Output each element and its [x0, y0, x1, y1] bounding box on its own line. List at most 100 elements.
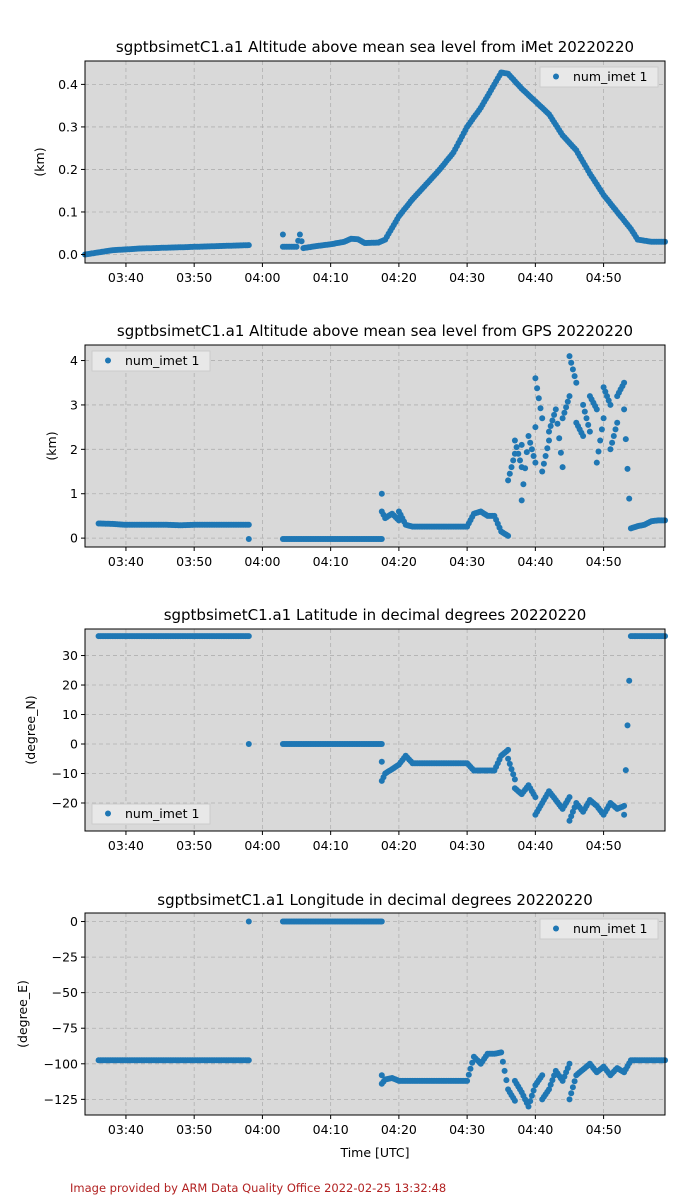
x-tick-label: 03:40: [108, 270, 144, 285]
panel-3-legend-label: num_imet 1: [125, 806, 199, 821]
data-point: [279, 231, 286, 238]
data-point: [583, 415, 590, 422]
data-point: [293, 243, 300, 250]
data-point: [622, 767, 629, 774]
data-point: [621, 811, 628, 818]
panel-1-plot-area: [84, 60, 666, 264]
data-point: [508, 766, 515, 773]
data-point: [544, 445, 551, 452]
data-point: [511, 1097, 518, 1104]
data-point: [522, 465, 529, 472]
data-point: [621, 406, 628, 413]
data-point: [464, 1077, 471, 1084]
y-tick-label: 0: [70, 914, 78, 929]
panel-2-x-ticks: 03:40 03:50 04:00 04:10 04:20 04:30 04:40 04:50: [108, 547, 622, 569]
panel-4-legend: num_imet 1: [539, 918, 659, 940]
x-tick-label: 04:10: [313, 270, 349, 285]
data-point: [566, 353, 573, 360]
x-tick-label: 04:20: [381, 838, 417, 853]
data-point: [378, 741, 385, 747]
x-tick-label: 04:20: [381, 1122, 417, 1137]
panel-1: sgptbsimetC1.a1 Altitude above mean sea …: [32, 38, 668, 285]
panel-4-ylabel: (degree_E): [15, 980, 30, 1048]
data-point: [551, 411, 558, 418]
data-point: [296, 231, 303, 238]
data-point: [505, 477, 512, 484]
panel-1-title: sgptbsimetC1.a1 Altitude above mean sea …: [116, 38, 634, 56]
data-point: [622, 436, 629, 443]
y-tick-label: −20: [52, 795, 78, 810]
data-point: [549, 1077, 556, 1084]
x-tick-label: 03:50: [176, 554, 212, 569]
panel-3-title: sgptbsimetC1.a1 Latitude in decimal degr…: [164, 606, 587, 624]
data-point: [539, 468, 546, 475]
x-tick-label: 04:00: [244, 1122, 280, 1137]
data-point: [542, 453, 549, 459]
data-point: [546, 1086, 552, 1093]
panel-3-ylabel: (degree_N): [23, 695, 38, 764]
panel-3: sgptbsimetC1.a1 Latitude in decimal degr…: [23, 606, 668, 853]
y-tick-label: 0.3: [58, 119, 78, 134]
data-point: [624, 722, 631, 729]
data-point: [378, 758, 385, 765]
data-point: [557, 449, 564, 456]
panel-4-legend-marker: [553, 925, 559, 932]
plot-border: [84, 912, 666, 1116]
data-point: [505, 755, 512, 762]
data-point: [626, 677, 633, 684]
panel-1-legend-marker: [553, 73, 559, 80]
data-point: [593, 459, 600, 466]
data-point: [525, 1103, 532, 1110]
x-tick-label: 03:50: [176, 270, 212, 285]
panel-4-title: sgptbsimetC1.a1 Longitude in decimal deg…: [157, 891, 592, 909]
panel-1-legend-label: num_imet 1: [573, 69, 647, 84]
y-tick-label: 4: [70, 353, 78, 368]
data-point: [518, 497, 525, 504]
data-point: [537, 405, 544, 412]
data-point: [528, 1092, 535, 1099]
data-point: [528, 446, 535, 453]
data-point: [566, 1060, 573, 1067]
panel-2-legend-marker: [105, 357, 111, 364]
data-point: [566, 393, 573, 400]
y-tick-label: 30: [62, 648, 78, 663]
x-tick-label: 04:50: [586, 1122, 622, 1137]
panel-3-points: [84, 628, 668, 832]
data-point: [532, 375, 539, 382]
y-tick-label: 0.1: [58, 204, 78, 219]
data-point: [245, 918, 252, 925]
data-point: [525, 433, 532, 439]
data-point: [506, 760, 513, 767]
panel-2-legend: num_imet 1: [91, 350, 211, 372]
data-point: [554, 420, 561, 427]
data-point: [564, 398, 571, 405]
x-tick-label: 04:50: [586, 270, 622, 285]
data-point: [510, 771, 517, 778]
data-point: [585, 421, 592, 428]
x-tick-label: 03:40: [108, 554, 144, 569]
x-tick-label: 04:30: [449, 1122, 485, 1137]
y-tick-label: 0.4: [58, 77, 78, 92]
x-tick-label: 04:00: [244, 838, 280, 853]
data-point: [505, 532, 512, 539]
data-point: [378, 1072, 385, 1079]
panel-2-title: sgptbsimetC1.a1 Altitude above mean sea …: [117, 322, 633, 340]
x-tick-label: 04:10: [313, 554, 349, 569]
x-tick-label: 04:00: [244, 554, 280, 569]
data-point: [607, 446, 614, 453]
data-point: [527, 439, 534, 446]
data-point: [569, 366, 576, 373]
data-point: [469, 1059, 476, 1066]
plot-border: [84, 628, 666, 832]
x-tick-label: 04:40: [517, 1122, 553, 1137]
panel-4-x-ticks: 03:40 03:50 04:00 04:10 04:20 04:30 04:40 04:50: [108, 1115, 622, 1137]
data-point: [621, 379, 628, 386]
data-point: [510, 457, 517, 464]
data-point: [561, 409, 568, 416]
data-point: [378, 536, 385, 542]
data-point: [520, 481, 527, 488]
data-point: [586, 428, 593, 435]
data-point: [602, 388, 609, 395]
data-point: [532, 424, 539, 431]
x-tick-label: 04:20: [381, 270, 417, 285]
